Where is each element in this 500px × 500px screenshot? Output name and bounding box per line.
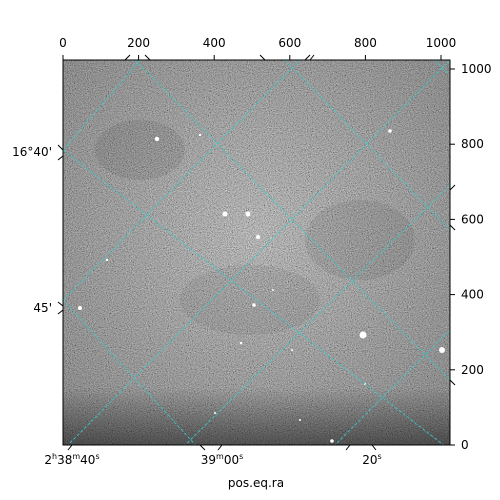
star [214, 412, 216, 414]
dec-tick-labels: 16°40' 45' [12, 145, 52, 315]
right-tick-1000: 1000 [461, 62, 492, 76]
ra-tick-20s: 20s [362, 452, 381, 467]
axis-tick [124, 54, 131, 61]
axis-tick [57, 309, 64, 315]
star [239, 341, 243, 345]
right-tick-200: 200 [461, 363, 484, 377]
star [439, 347, 445, 353]
axis-tick [449, 379, 456, 386]
top-tick-200: 200 [127, 36, 150, 50]
dec-tick-16d40m: 16°40' [12, 145, 52, 159]
axis-tick [304, 54, 311, 61]
top-tick-labels: 0 200 400 600 800 1000 [59, 36, 456, 50]
star [245, 211, 251, 217]
top-tick-400: 400 [203, 36, 226, 50]
top-tick-0: 0 [59, 36, 67, 50]
axis-tick [449, 184, 456, 191]
axis-tick [57, 144, 64, 151]
top-tick-1000: 1000 [426, 36, 457, 50]
stars [78, 129, 445, 443]
right-tick-800: 800 [461, 137, 484, 151]
dec-tick-45m: 45' [33, 301, 52, 315]
axis-tick [449, 224, 456, 231]
grid-line [67, 60, 450, 445]
star [299, 419, 301, 421]
axis-tick [199, 444, 206, 451]
top-tick-600: 600 [278, 36, 301, 50]
star [222, 211, 228, 217]
ra-tick-2h38m40s: 2h38m40s [44, 452, 99, 467]
ra-tick-39m00s: 39m00s [201, 452, 244, 467]
star [198, 133, 202, 137]
star [330, 439, 334, 443]
axis-tick [371, 444, 377, 451]
grid-line [184, 184, 450, 445]
star [252, 303, 256, 307]
star [291, 349, 293, 351]
grid-line [284, 60, 450, 231]
grid-line [63, 149, 445, 445]
ra-tick-labels: 2h38m40s 39m00s 20s [44, 452, 381, 467]
star [154, 136, 160, 142]
x-axis-label: pos.eq.ra [228, 476, 284, 490]
axis-tick [57, 155, 64, 161]
star [256, 235, 260, 239]
right-tick-0: 0 [461, 438, 469, 452]
right-tick-600: 600 [461, 212, 484, 226]
top-tick-800: 800 [354, 36, 377, 50]
ticks [57, 54, 456, 451]
right-tick-labels: 0 200 400 600 800 1000 [461, 62, 492, 452]
plot-frame [62, 59, 451, 446]
axis-tick [345, 444, 351, 451]
grid-line [334, 329, 450, 445]
axis-tick [259, 54, 266, 61]
star [105, 258, 109, 262]
axis-tick [67, 444, 73, 451]
axis-tick [57, 301, 64, 307]
sky-image [63, 60, 450, 445]
axis-tick [144, 54, 151, 61]
star [78, 306, 82, 310]
star [359, 331, 367, 339]
star [388, 129, 392, 133]
axis-tick [217, 444, 223, 451]
axis-tick [309, 54, 315, 61]
grid-line [63, 60, 301, 301]
coordinate-grid [63, 60, 450, 445]
star [272, 289, 274, 291]
right-tick-400: 400 [461, 288, 484, 302]
grid-line [434, 60, 450, 76]
grid-line [63, 299, 197, 445]
